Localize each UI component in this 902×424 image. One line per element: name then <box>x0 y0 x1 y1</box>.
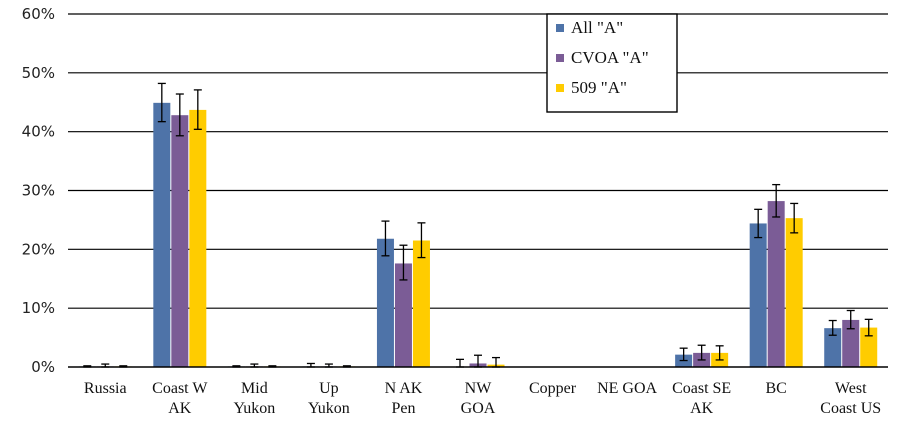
y-tick-label: 20% <box>22 240 55 258</box>
error-bar <box>772 183 781 218</box>
x-tick-label: Copper <box>529 380 577 397</box>
error-bar <box>381 220 390 257</box>
legend: All "A" CVOA "A" 509 "A" <box>546 13 678 113</box>
bar <box>842 319 860 367</box>
x-tick-label: Mid Yukon <box>233 380 275 417</box>
error-bar <box>679 347 688 362</box>
y-axis: 0% 10% 20% 30% 40% 50% 60% <box>22 5 55 376</box>
legend-swatch <box>556 24 564 32</box>
x-tick-label: Russia <box>84 380 127 397</box>
y-tick-label: 30% <box>22 182 55 200</box>
x-tick-label: NE GOA <box>597 380 657 397</box>
legend-label: 509 "A" <box>571 78 627 97</box>
error-bar <box>828 319 837 336</box>
bar <box>394 263 412 367</box>
error-bar <box>754 208 763 239</box>
error-bar <box>157 82 166 123</box>
legend-box <box>546 13 678 113</box>
bar <box>412 240 430 367</box>
bar <box>749 223 767 367</box>
x-tick-label: NW GOA <box>461 380 496 417</box>
error-bar <box>175 93 184 137</box>
bar <box>376 238 394 367</box>
x-tick-label: West Coast US <box>820 380 881 417</box>
error-bar <box>193 89 202 130</box>
y-tick-label: 0% <box>31 358 55 376</box>
x-tick-label: Coast SE AK <box>672 380 731 417</box>
y-tick-label: 50% <box>22 64 55 82</box>
bars <box>78 102 878 368</box>
x-tick-label: BC <box>766 380 787 397</box>
error-bar <box>417 222 426 259</box>
error-bar <box>715 345 724 361</box>
y-tick-label: 10% <box>22 299 55 317</box>
bar <box>767 201 785 367</box>
legend-swatch <box>556 54 564 62</box>
error-bar <box>864 318 873 337</box>
legend-label: All "A" <box>571 18 623 37</box>
error-bar <box>846 309 855 330</box>
x-axis: Russia Coast W AK Mid Yukon Up Yukon N AK Pen NW G… <box>68 366 888 417</box>
legend-swatch <box>556 84 564 92</box>
legend-label: CVOA "A" <box>571 48 649 67</box>
bar <box>860 327 878 367</box>
error-bar <box>697 344 706 361</box>
error-bar <box>399 244 408 281</box>
x-tick-label: Coast W AK <box>152 380 208 417</box>
bar <box>824 328 842 367</box>
y-tick-label: 60% <box>22 5 55 23</box>
error-bar <box>456 358 464 368</box>
bar <box>153 102 171 368</box>
bar <box>189 109 207 368</box>
x-tick-label: Up Yukon <box>308 380 350 417</box>
bar <box>785 218 803 367</box>
x-tick-label: N AK Pen <box>385 380 423 417</box>
y-tick-label: 40% <box>22 123 55 141</box>
bar <box>171 115 189 368</box>
error-bar <box>790 202 799 234</box>
